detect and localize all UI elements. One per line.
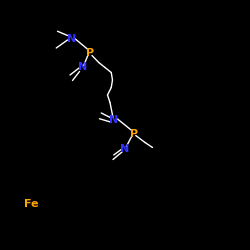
Text: N: N: [109, 115, 118, 125]
Text: Fe: Fe: [24, 199, 38, 209]
Text: N: N: [120, 144, 130, 154]
Text: N: N: [78, 62, 87, 72]
Text: N: N: [66, 34, 76, 44]
Text: P: P: [86, 48, 94, 58]
Text: P: P: [130, 129, 138, 139]
